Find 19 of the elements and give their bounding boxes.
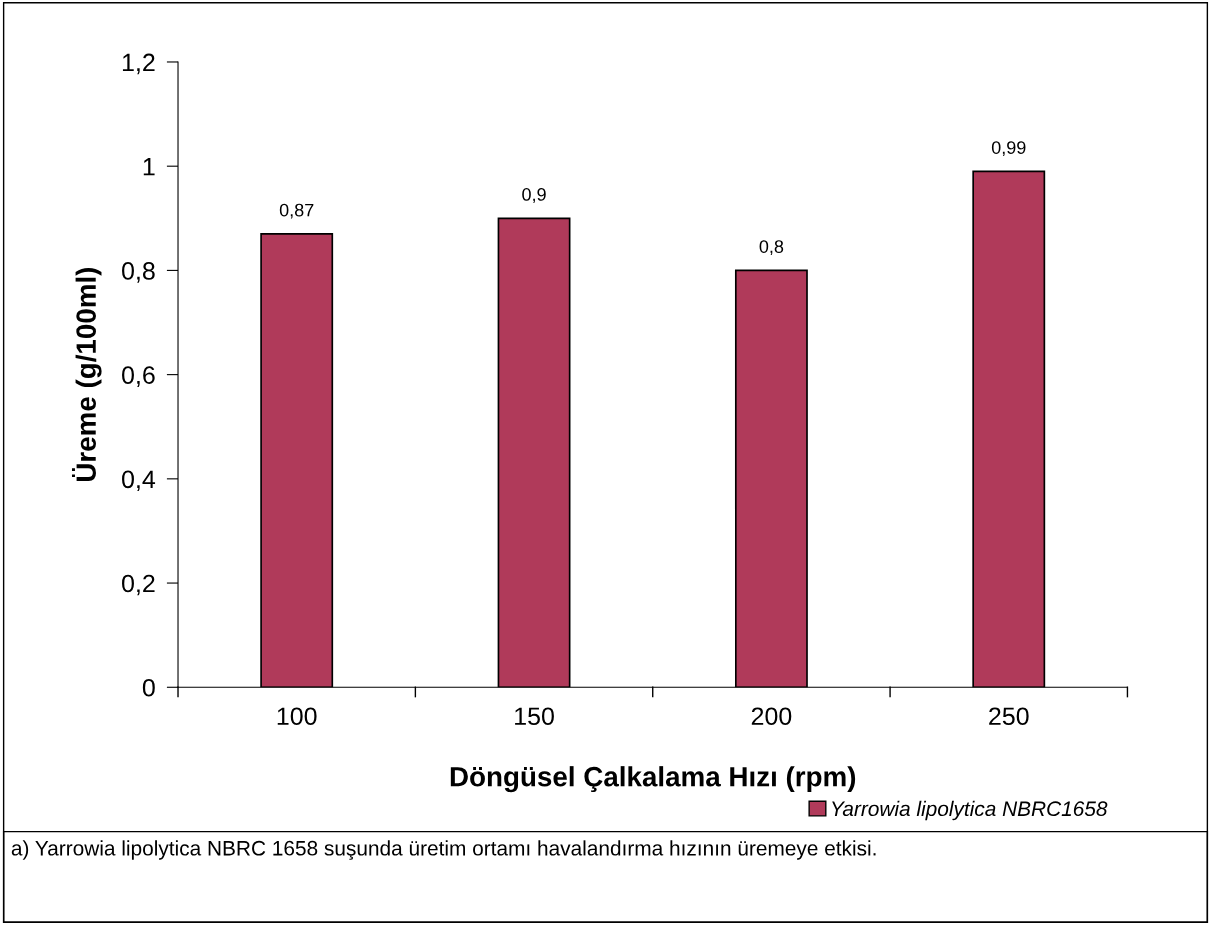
- x-axis-title: Döngüsel Çalkalama Hızı (rpm): [450, 766, 856, 793]
- y-tick-label: 0,6: [122, 366, 155, 387]
- data-label: 0,9: [522, 188, 546, 203]
- data-label: 0,87: [279, 203, 314, 219]
- text: a) Yarrowia lipolytica NBRC 1658 suşunda üretim ortamı havalandırma hızının üremeye etkisi.: [11, 840, 876, 860]
- y-tick-label: 1,2: [122, 53, 155, 75]
- y-tick-label: 0,4: [122, 470, 156, 492]
- y-tick-label: 1: [143, 158, 155, 176]
- x-tick-label: 150: [515, 707, 554, 726]
- data-label: 0,99: [991, 141, 1026, 157]
- data-label: 0,8: [759, 240, 784, 256]
- y-axis-title: Üreme (g/100ml): [71, 267, 102, 482]
- y-tick-label: 0: [142, 678, 155, 697]
- x-tick-label: 250: [989, 707, 1029, 726]
- y-tick-label: 0,2: [122, 574, 155, 596]
- x-tick-label: 200: [751, 707, 792, 726]
- legend-label: Yarrowia lipolytica NBRC1658: [832, 800, 1108, 821]
- x-tick-label: 100: [277, 707, 317, 726]
- y-tick-label: 0,8: [122, 262, 155, 283]
